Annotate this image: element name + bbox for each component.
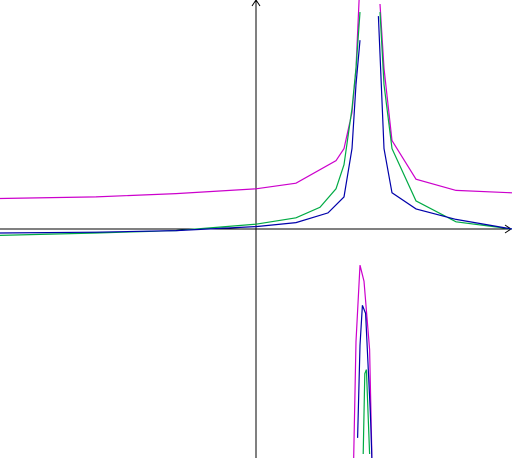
blue-curve-lower: [357, 305, 373, 458]
green-curve-lower: [362, 369, 371, 455]
y-axis-arrow-icon: [251, 0, 261, 7]
magenta-curve-lower: [353, 265, 373, 458]
blue-curve-upper: [0, 16, 512, 234]
